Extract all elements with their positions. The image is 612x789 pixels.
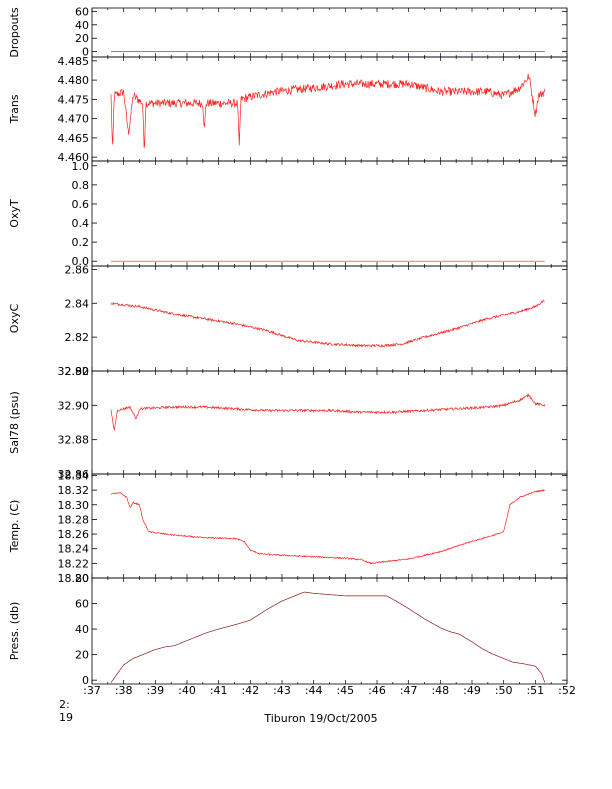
y-tick-label: 32.88 bbox=[58, 434, 90, 447]
x-tick-label: :44 bbox=[305, 684, 323, 697]
y-tick-label: 4.465 bbox=[58, 132, 90, 145]
y-tick-label: 2.82 bbox=[65, 331, 90, 344]
panel-frame bbox=[91, 56, 568, 162]
panel-2: 0.0 0.2 0.4 0.6 0.8 1.0 OxyT bbox=[8, 160, 568, 268]
x-tick-label: :42 bbox=[241, 684, 259, 697]
y-tick-label: 20 bbox=[75, 649, 89, 662]
x-tick-label: :37 bbox=[83, 684, 101, 697]
panel-frame bbox=[91, 370, 568, 475]
y-tick-label: 4.475 bbox=[58, 93, 90, 106]
panel-6: 0 20 40 60 80 Press. (db) bbox=[8, 572, 568, 687]
y-tick-label: 18.34 bbox=[58, 469, 90, 482]
y-tick-label: 18.20 bbox=[58, 572, 90, 585]
y-tick-label: 18.24 bbox=[58, 543, 90, 556]
x-tick-label: :45 bbox=[336, 684, 354, 697]
x-tick-label: :47 bbox=[400, 684, 418, 697]
y-tick-label: 32.92 bbox=[58, 365, 90, 378]
x-tick-label: :52 bbox=[558, 684, 576, 697]
y-tick-label: 2.80 bbox=[65, 365, 90, 378]
panel-frame bbox=[91, 160, 568, 267]
panels-layer: 0204060Dropouts4.4604.4654.4704.4754.480… bbox=[8, 5, 568, 687]
y-tick-label: 18.30 bbox=[58, 499, 90, 512]
x-tick-label: :40 bbox=[178, 684, 196, 697]
y-tick-label: 1.0 bbox=[72, 160, 90, 173]
y-tick-label: 0.2 bbox=[72, 236, 90, 249]
y-tick-label: 0.6 bbox=[72, 198, 90, 211]
x-tick-label: :43 bbox=[273, 684, 291, 697]
x-tick-label: :49 bbox=[463, 684, 481, 697]
y-tick-label: 60 bbox=[75, 598, 89, 611]
y-tick-label: 2.84 bbox=[65, 297, 90, 310]
y-tick-label: 40 bbox=[75, 623, 89, 636]
x-tick-label: :46 bbox=[368, 684, 386, 697]
y-tick-label: 4.460 bbox=[58, 151, 90, 164]
y-tick-label: 0.8 bbox=[72, 179, 90, 192]
panel-frame bbox=[91, 473, 568, 579]
y-tick-label: 0 bbox=[82, 46, 89, 59]
series-line bbox=[111, 489, 545, 565]
y-tick-label: 4.470 bbox=[58, 113, 90, 126]
y-axis-label: Temp. (C) bbox=[8, 500, 21, 554]
series-line bbox=[110, 591, 546, 683]
x-origin-label-line2: 19 bbox=[59, 711, 73, 724]
x-axis: :37 :38 :39 :40 :41 :42 :43 :44 :45 :46 :47 :48 :49:… bbox=[83, 684, 576, 697]
y-tick-label: 40 bbox=[75, 19, 89, 32]
y-tick-label: 20 bbox=[75, 32, 89, 45]
series-line bbox=[110, 73, 546, 148]
y-axis-label: OxyT bbox=[8, 199, 21, 228]
x-tick-label: :41 bbox=[210, 684, 228, 697]
panel-4: 32.86 32.88 32.90 32.92 Sal78 (psu) bbox=[8, 365, 568, 481]
y-tick-label: 80 bbox=[75, 572, 89, 585]
x-origin-label-line1: 2: bbox=[59, 698, 70, 711]
y-tick-label: 2.86 bbox=[65, 263, 90, 276]
series-line bbox=[110, 299, 545, 348]
y-tick-label: 0 bbox=[82, 674, 89, 687]
panel-frame bbox=[91, 577, 568, 685]
y-axis-label: Trans bbox=[8, 94, 21, 124]
y-axis-label: Dropouts bbox=[8, 7, 21, 57]
x-axis-label: Tiburon 19/Oct/2005 bbox=[263, 712, 377, 725]
series-line bbox=[110, 392, 546, 431]
y-tick-label: 32.86 bbox=[58, 468, 90, 481]
panel-1: 4.460 4.465 4.470 4.475 4.480 4.485 Trans bbox=[8, 55, 568, 164]
y-tick-label: 0.4 bbox=[72, 217, 90, 230]
y-tick-label: 18.26 bbox=[58, 528, 90, 541]
x-tick-label: :50 bbox=[495, 684, 513, 697]
y-tick-label: 60 bbox=[75, 5, 89, 18]
x-tick-label: :48 bbox=[431, 684, 449, 697]
y-tick-label: 18.32 bbox=[58, 484, 90, 497]
y-tick-label: 32.90 bbox=[58, 399, 90, 412]
panel-frame bbox=[91, 265, 568, 372]
y-axis-label: OxyC bbox=[8, 304, 21, 334]
x-tick-label: :39 bbox=[146, 684, 164, 697]
y-tick-label: 18.28 bbox=[58, 513, 90, 526]
panel-frame bbox=[91, 7, 568, 58]
y-axis-label: Sal78 (psu) bbox=[8, 391, 21, 454]
y-tick-label: 18.22 bbox=[58, 557, 90, 570]
y-tick-label: 0.0 bbox=[72, 255, 90, 268]
y-tick-label: 4.480 bbox=[58, 74, 90, 87]
x-tick-label: :51 bbox=[526, 684, 544, 697]
x-tick-label: :38 bbox=[115, 684, 133, 697]
panel-3: 2.80 2.82 2.84 2.86 OxyC bbox=[8, 263, 568, 378]
y-tick-label: 4.485 bbox=[58, 55, 90, 68]
y-axis-label: Press. (db) bbox=[8, 602, 21, 661]
